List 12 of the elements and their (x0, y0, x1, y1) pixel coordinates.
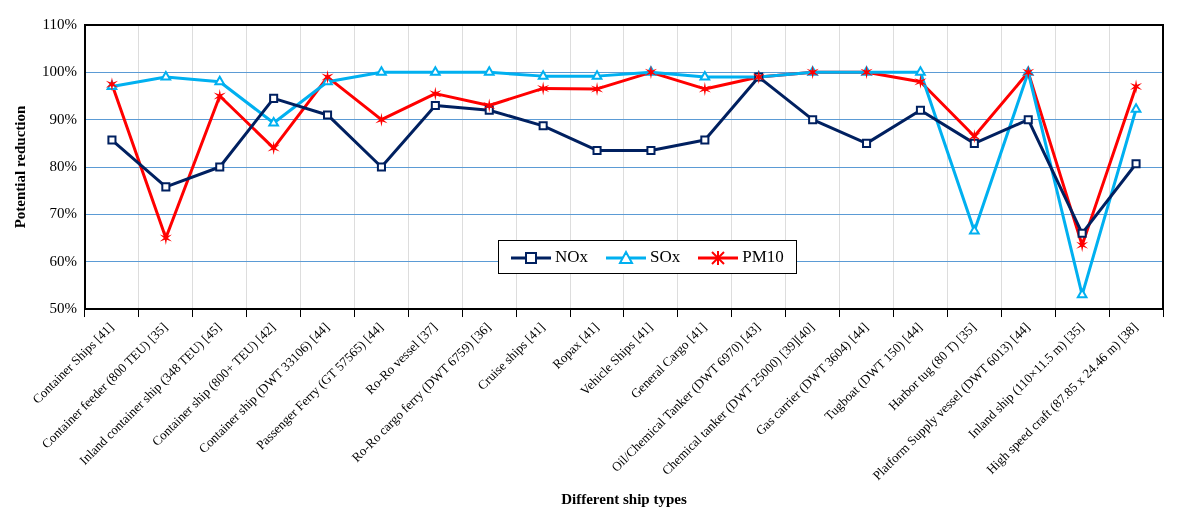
legend-label: NOx (555, 247, 589, 266)
legend-label: SOx (650, 247, 681, 266)
y-tick-label: 60% (49, 252, 77, 269)
y-tick-label: 70% (49, 205, 77, 222)
y-tick-label: 50% (49, 299, 77, 316)
x-axis-title: Different ship types (561, 490, 687, 507)
y-tick-label: 100% (42, 63, 77, 80)
y-axis-title: Potential reduction (11, 105, 28, 229)
y-tick-label: 80% (49, 157, 77, 174)
y-tick-label: 90% (49, 110, 77, 127)
legend-label: PM10 (742, 247, 784, 266)
y-tick-label: 110% (42, 15, 77, 32)
